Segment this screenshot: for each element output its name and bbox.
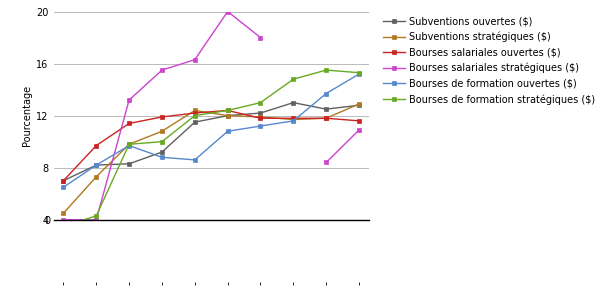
Bourses salariales stratégiques ($) <box>126 98 133 102</box>
Bourses de formation ouvertes ($) <box>126 144 133 147</box>
Bourses de formation ouvertes ($) <box>191 158 198 162</box>
Bourses de formation stratégiques ($) <box>290 77 297 81</box>
Line: Subventions ouvertes ($): Subventions ouvertes ($) <box>61 100 362 183</box>
Subventions ouvertes ($) <box>60 179 67 183</box>
Bourses salariales ouvertes ($) <box>257 117 264 120</box>
Bourses de formation ouvertes ($) <box>290 119 297 123</box>
Bourses salariales ouvertes ($) <box>93 144 100 147</box>
Bourses de formation stratégiques ($) <box>355 71 362 74</box>
Bourses de formation ouvertes ($) <box>322 92 330 95</box>
Subventions stratégiques ($) <box>355 102 362 106</box>
Bourses de formation ouvertes ($) <box>257 124 264 128</box>
Subventions ouvertes ($) <box>224 114 231 118</box>
Subventions ouvertes ($) <box>158 150 165 154</box>
Bourses salariales ouvertes ($) <box>191 111 198 115</box>
Line: Bourses de formation stratégiques ($): Bourses de formation stratégiques ($) <box>61 68 362 229</box>
Bourses de formation stratégiques ($) <box>126 143 133 146</box>
Bourses salariales stratégiques ($) <box>93 218 100 221</box>
Line: Bourses salariales stratégiques ($): Bourses salariales stratégiques ($) <box>61 9 263 222</box>
Y-axis label: Pourcentage: Pourcentage <box>22 85 32 146</box>
Bourses de formation stratégiques ($) <box>60 225 67 228</box>
Subventions stratégiques ($) <box>60 211 67 215</box>
Bourses salariales ouvertes ($) <box>158 115 165 119</box>
Bourses de formation stratégiques ($) <box>93 214 100 218</box>
Bourses salariales ouvertes ($) <box>126 122 133 125</box>
Bourses salariales stratégiques ($) <box>224 10 231 13</box>
Bourses salariales ouvertes ($) <box>224 109 231 112</box>
Bourses salariales stratégiques ($) <box>191 58 198 61</box>
Subventions ouvertes ($) <box>290 101 297 104</box>
Bourses salariales ouvertes ($) <box>322 117 330 120</box>
Bourses salariales ouvertes ($) <box>60 179 67 183</box>
Subventions stratégiques ($) <box>158 130 165 133</box>
Subventions stratégiques ($) <box>191 109 198 112</box>
Bourses de formation ouvertes ($) <box>93 163 100 167</box>
Bourses salariales stratégiques ($) <box>257 36 264 39</box>
Subventions stratégiques ($) <box>93 175 100 179</box>
Subventions ouvertes ($) <box>257 111 264 115</box>
Subventions stratégiques ($) <box>290 118 297 121</box>
Line: Bourses de formation ouvertes ($): Bourses de formation ouvertes ($) <box>61 71 362 190</box>
Subventions ouvertes ($) <box>93 163 100 167</box>
Bourses de formation stratégiques ($) <box>191 114 198 118</box>
Subventions stratégiques ($) <box>126 143 133 146</box>
Bourses salariales stratégiques ($) <box>60 218 67 221</box>
Subventions stratégiques ($) <box>322 117 330 120</box>
Bourses salariales ouvertes ($) <box>355 119 362 123</box>
Subventions stratégiques ($) <box>257 115 264 119</box>
Bourses salariales ouvertes ($) <box>290 117 297 120</box>
Line: Bourses salariales ouvertes ($): Bourses salariales ouvertes ($) <box>61 108 362 183</box>
Legend: Subventions ouvertes ($), Subventions stratégiques ($), Bourses salariales ouver: Subventions ouvertes ($), Subventions st… <box>383 16 595 105</box>
Bourses de formation stratégiques ($) <box>224 109 231 112</box>
Bourses de formation stratégiques ($) <box>322 68 330 72</box>
Subventions ouvertes ($) <box>322 107 330 111</box>
Bourses de formation ouvertes ($) <box>355 72 362 76</box>
Bourses de formation stratégiques ($) <box>257 101 264 104</box>
Bourses de formation ouvertes ($) <box>224 130 231 133</box>
Line: Subventions stratégiques ($): Subventions stratégiques ($) <box>61 101 362 216</box>
Subventions ouvertes ($) <box>355 103 362 107</box>
Bourses salariales stratégiques ($) <box>158 68 165 72</box>
Bourses de formation stratégiques ($) <box>158 140 165 143</box>
Bourses de formation ouvertes ($) <box>158 156 165 159</box>
Bourses de formation ouvertes ($) <box>60 185 67 189</box>
Subventions ouvertes ($) <box>126 162 133 166</box>
Subventions ouvertes ($) <box>191 120 198 124</box>
Subventions stratégiques ($) <box>224 114 231 118</box>
